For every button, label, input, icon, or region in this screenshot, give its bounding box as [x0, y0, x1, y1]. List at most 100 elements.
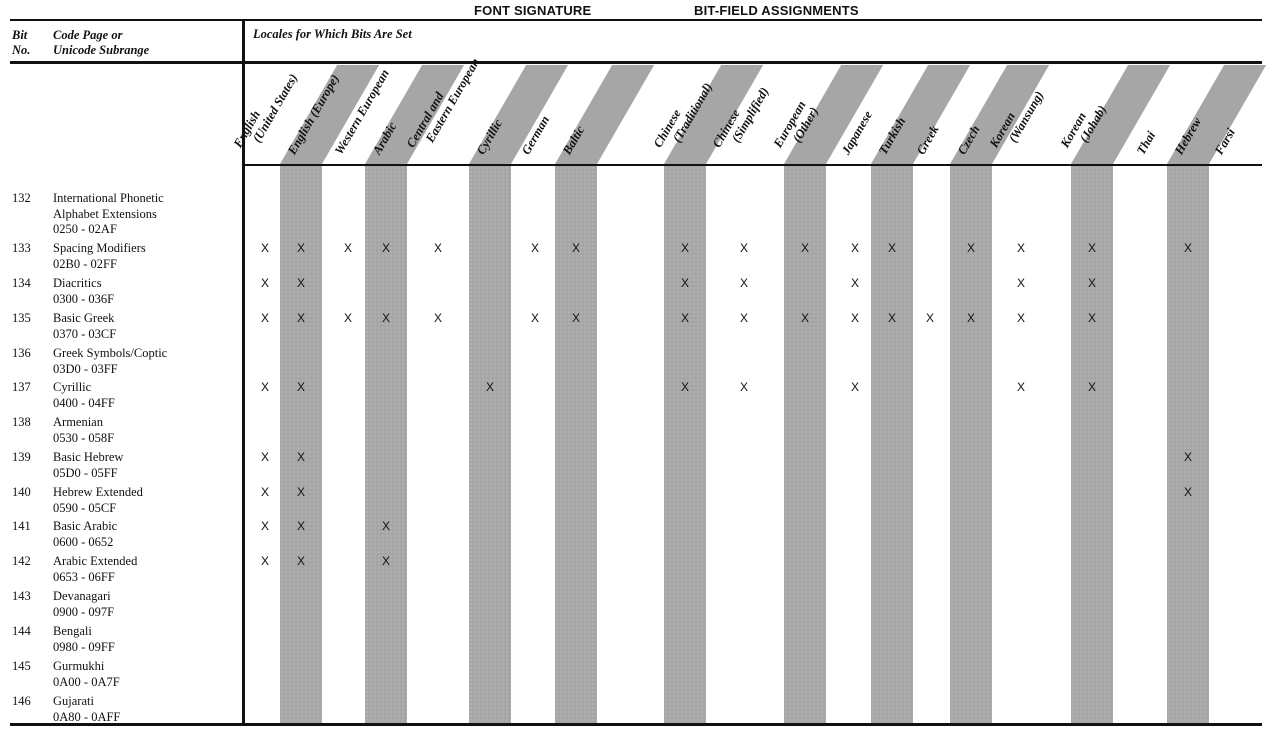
- bit-number: 146: [12, 694, 31, 708]
- diagonal-band-3: [365, 65, 465, 164]
- code-page-line: 0653 - 06FF: [53, 569, 115, 584]
- bit-set-mark: X: [739, 241, 749, 255]
- code-page-line: 0590 - 05CF: [53, 500, 117, 515]
- code-page-line: Alphabet Extensions: [53, 206, 157, 221]
- code-page-header-line1: Code Page or: [53, 28, 123, 42]
- bit-number: 135: [12, 311, 31, 325]
- bit-set-mark: X: [571, 241, 581, 255]
- bit-set-mark: X: [433, 311, 443, 325]
- bit-set-mark: X: [260, 485, 270, 499]
- code-page-line: 0A80 - 0AFF: [53, 709, 121, 724]
- bit-set-mark: X: [680, 276, 690, 290]
- bit-number: 132: [12, 191, 31, 205]
- diagonal-band-12: [871, 65, 971, 164]
- top-rule: [10, 19, 1262, 21]
- bit-set-mark: X: [800, 241, 810, 255]
- code-page-line: Greek Symbols/Coptic: [53, 346, 168, 360]
- header-rule: [10, 61, 1262, 64]
- code-page-line: 0600 - 0652: [53, 534, 114, 549]
- code-page-line: 0530 - 058F: [53, 430, 115, 445]
- diagonal-band-14: [950, 65, 1050, 164]
- bit-set-mark: X: [850, 311, 860, 325]
- bit-set-mark: X: [739, 276, 749, 290]
- column-band-3: [365, 166, 407, 723]
- code-page-name: International Phonetic Alphabet Extension…: [53, 191, 164, 238]
- code-page-name: Hebrew Extended 0590 - 05CF: [53, 485, 143, 516]
- diagonal-band-16: [1071, 65, 1171, 164]
- bit-number: 141: [12, 519, 31, 533]
- bit-number: 134: [12, 276, 31, 290]
- code-page-name: Spacing Modifiers 02B0 - 02FF: [53, 241, 146, 272]
- bit-set-mark: X: [887, 241, 897, 255]
- bit-set-mark: X: [530, 241, 540, 255]
- column-band-16: [1071, 166, 1113, 723]
- code-page-line: Armenian: [53, 415, 103, 429]
- title-font-signature: FONT SIGNATURE: [474, 3, 592, 18]
- code-page-line: Gujarati: [53, 694, 94, 708]
- code-page-header: Code Page or Unicode Subrange: [53, 28, 149, 58]
- locale-header-rule: [244, 164, 1262, 166]
- code-page-line: 0A00 - 0A7F: [53, 674, 120, 689]
- bit-set-mark: X: [887, 311, 897, 325]
- bit-set-mark: X: [296, 241, 306, 255]
- bit-number: 143: [12, 589, 31, 603]
- bit-set-mark: X: [966, 241, 976, 255]
- bit-set-mark: X: [680, 241, 690, 255]
- code-page-name: Basic Greek 0370 - 03CF: [53, 311, 116, 342]
- bit-number: 145: [12, 659, 31, 673]
- bit-set-mark: X: [260, 519, 270, 533]
- bit-number: 137: [12, 380, 31, 394]
- bit-set-mark: X: [296, 311, 306, 325]
- code-page-name: Gurmukhi 0A00 - 0A7F: [53, 659, 120, 690]
- code-page-name: Basic Hebrew 05D0 - 05FF: [53, 450, 123, 481]
- bit-set-mark: X: [485, 380, 495, 394]
- code-page-line: 02B0 - 02FF: [53, 256, 117, 271]
- code-page-line: Hebrew Extended: [53, 485, 143, 499]
- bit-set-mark: X: [1016, 276, 1026, 290]
- code-page-line: 05D0 - 05FF: [53, 465, 118, 480]
- code-page-line: 0900 - 097F: [53, 604, 115, 619]
- code-page-line: Devanagari: [53, 589, 111, 603]
- code-page-line: 0400 - 04FF: [53, 395, 115, 410]
- bit-set-mark: X: [1087, 311, 1097, 325]
- bit-set-mark: X: [1016, 241, 1026, 255]
- bit-number: 133: [12, 241, 31, 255]
- code-page-line: Diacritics: [53, 276, 102, 290]
- bit-set-mark: X: [296, 276, 306, 290]
- code-page-line: Cyrillic: [53, 380, 92, 394]
- bit-set-mark: X: [260, 311, 270, 325]
- code-page-line: Basic Arabic: [53, 519, 118, 533]
- code-page-header-line2: Unicode Subrange: [53, 43, 150, 57]
- bit-number: 142: [12, 554, 31, 568]
- bit-set-mark: X: [381, 241, 391, 255]
- bit-set-mark: X: [1087, 276, 1097, 290]
- bit-number: 140: [12, 485, 31, 499]
- bit-set-mark: X: [343, 241, 353, 255]
- bit-set-mark: X: [925, 311, 935, 325]
- diagonal-band-1: [280, 65, 380, 164]
- code-page-name: Cyrillic 0400 - 04FF: [53, 380, 115, 411]
- bit-number: 139: [12, 450, 31, 464]
- bit-set-mark: X: [1016, 311, 1026, 325]
- code-page-line: Spacing Modifiers: [53, 241, 146, 255]
- title-bit-field-assignments: BIT-FIELD ASSIGNMENTS: [694, 3, 859, 18]
- column-band-14: [950, 166, 992, 723]
- code-page-line: Arabic Extended: [53, 554, 138, 568]
- column-band-5: [469, 166, 511, 723]
- code-page-line: Bengali: [53, 624, 92, 638]
- column-band-12: [871, 166, 913, 723]
- column-divider: [242, 19, 245, 725]
- code-page-name: Armenian 0530 - 058F: [53, 415, 114, 446]
- diagonal-band-5: [469, 65, 569, 164]
- bit-number: 136: [12, 346, 31, 360]
- code-page-line: 0250 - 02AF: [53, 222, 117, 236]
- bit-set-mark: X: [1016, 380, 1026, 394]
- column-band-18: [1167, 166, 1209, 723]
- bit-no-header: Bit No.: [12, 28, 30, 58]
- diagonal-band-8: [664, 65, 764, 164]
- bit-set-mark: X: [680, 311, 690, 325]
- code-page-line: Basic Greek: [53, 311, 115, 325]
- bit-set-mark: X: [739, 380, 749, 394]
- bit-set-mark: X: [850, 380, 860, 394]
- bit-number: 144: [12, 624, 31, 638]
